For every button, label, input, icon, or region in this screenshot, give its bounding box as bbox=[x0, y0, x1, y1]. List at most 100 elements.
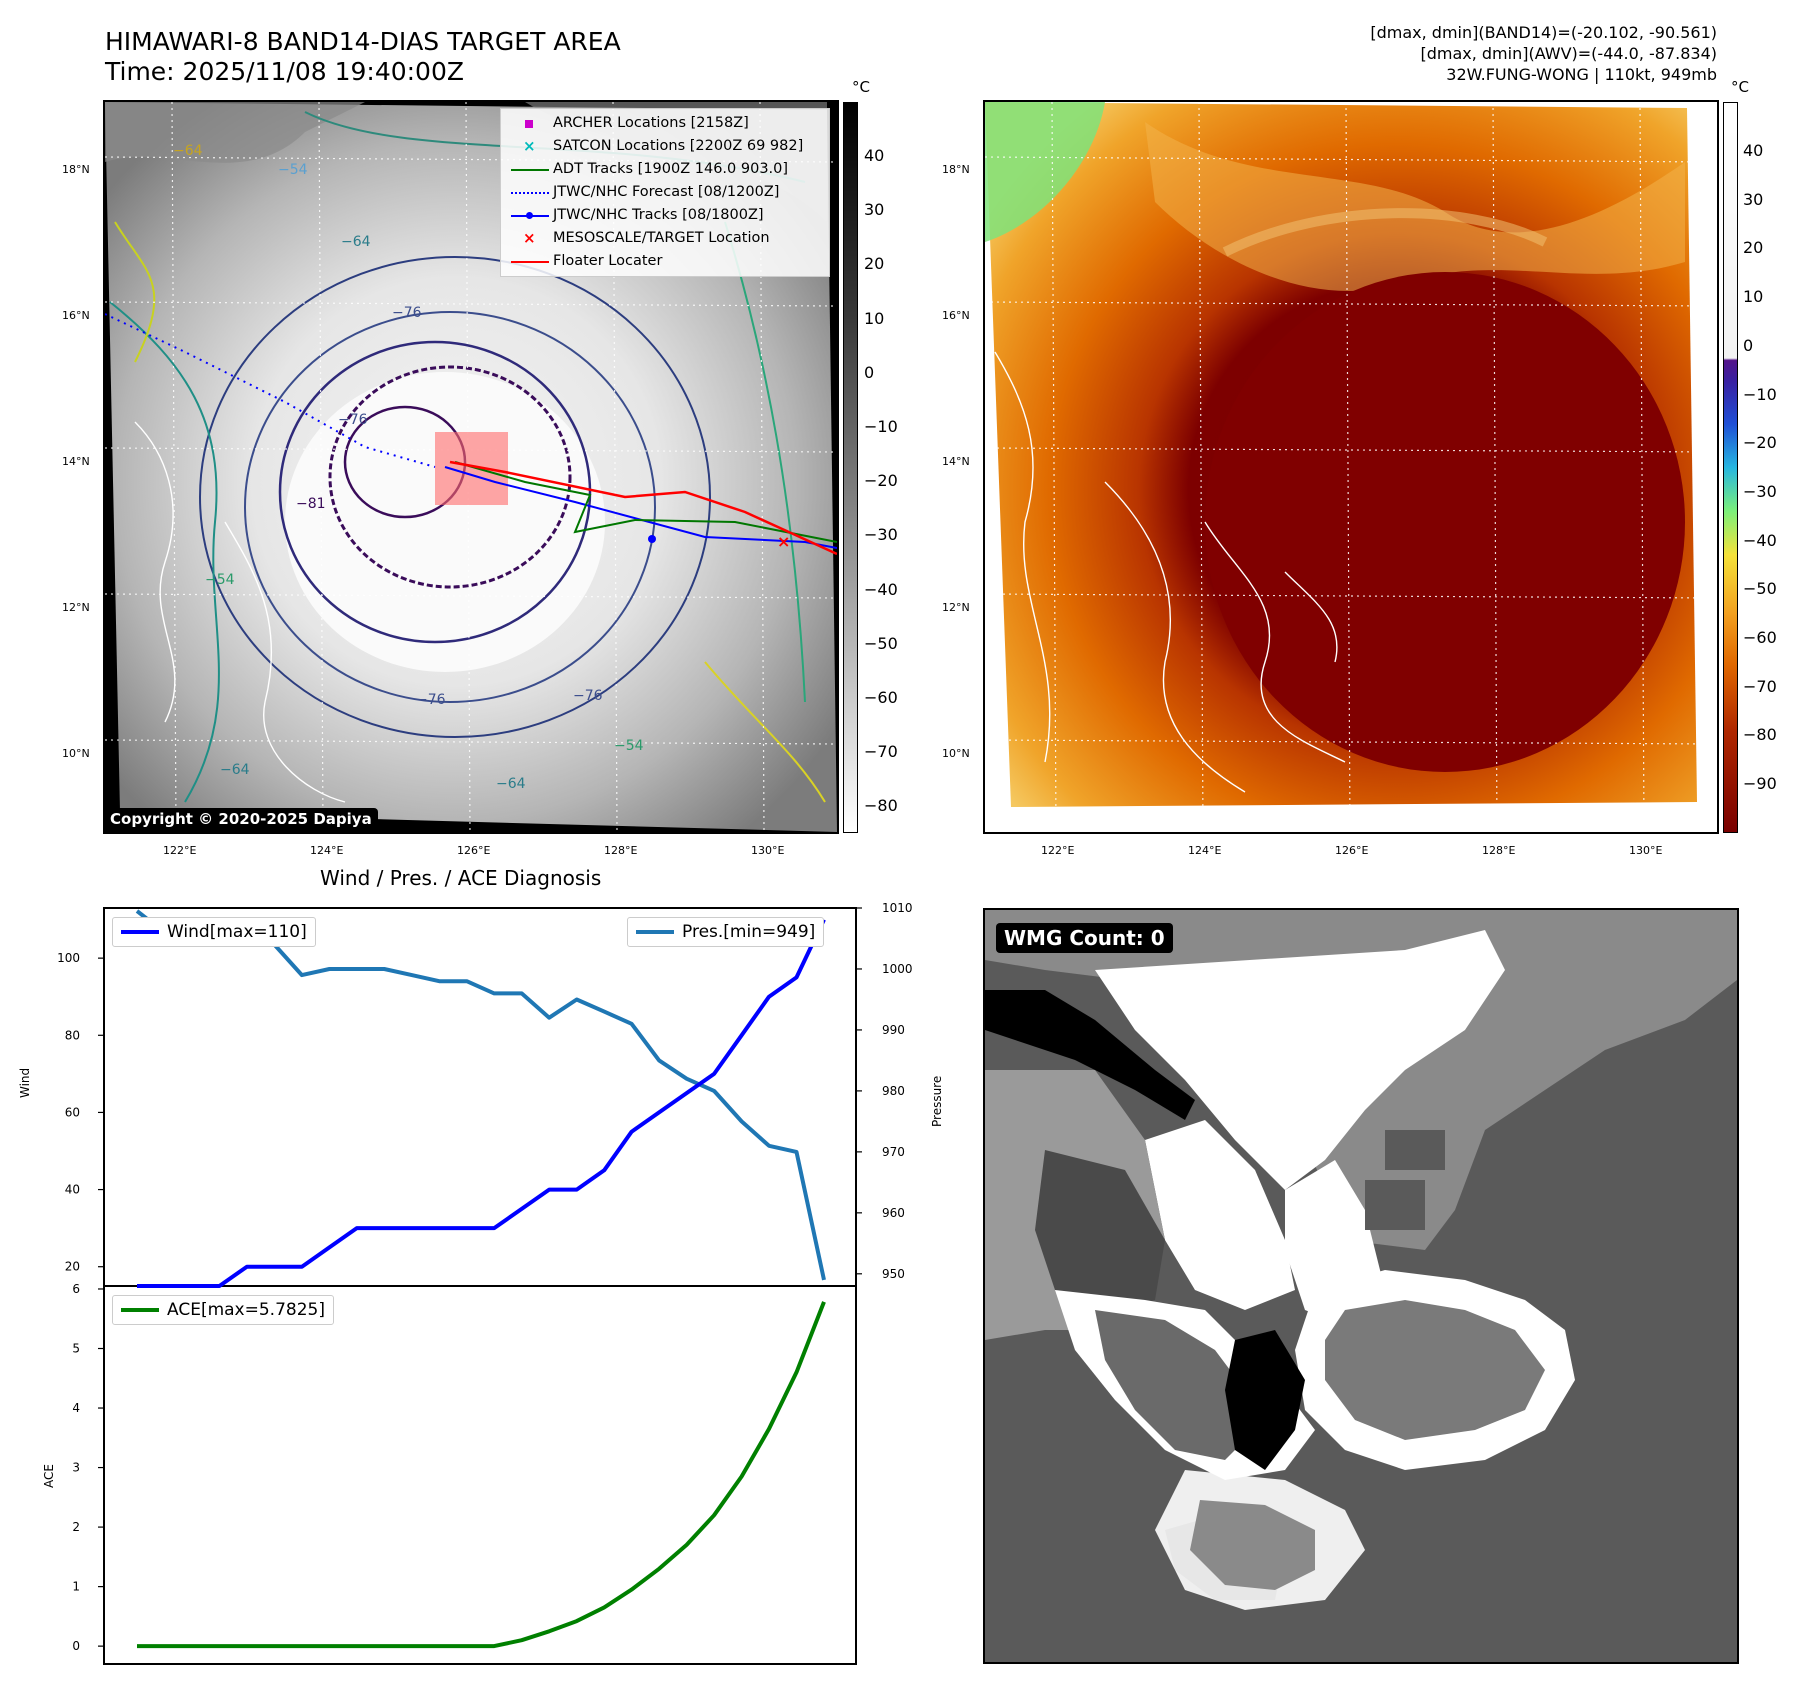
legend-label: Floater Locater bbox=[553, 253, 663, 269]
legend-label: ADT Tracks [1900Z 146.0 903.0] bbox=[553, 161, 789, 177]
legend-entry: ADT Tracks [1900Z 146.0 903.0] bbox=[509, 158, 821, 181]
pressure-axis-label: Pressure bbox=[930, 1075, 944, 1127]
awv-colorbar-tick: 20 bbox=[1743, 238, 1764, 258]
contour-label: −76 bbox=[416, 692, 446, 708]
ace-tick-label: 4 bbox=[72, 1401, 80, 1415]
ir-colorbar-tick: −80 bbox=[864, 796, 898, 816]
ir-colorbar-tick: −60 bbox=[864, 688, 898, 707]
copyright-badge: Copyright © 2020-2025 Dapiya bbox=[104, 808, 378, 830]
ir-colorbar-unit: °C bbox=[852, 78, 870, 96]
contour-label: −64 bbox=[496, 776, 526, 792]
wind-line-icon bbox=[121, 930, 159, 934]
contour-label: −64 bbox=[341, 234, 371, 250]
ace-series-line bbox=[137, 1301, 826, 1649]
legend-entry: JTWC/NHC Forecast [08/1200Z] bbox=[509, 181, 821, 204]
legend-label: JTWC/NHC Forecast [08/1200Z] bbox=[553, 184, 780, 200]
wind-tick-label: 100 bbox=[57, 951, 80, 965]
ace-tick-label: 2 bbox=[72, 1520, 80, 1534]
contour-label: −54 bbox=[278, 162, 308, 178]
legend-entry: × SATCON Locations [2200Z 69 982] bbox=[509, 135, 821, 158]
ir-colorbar-tick: 30 bbox=[864, 200, 885, 220]
ace-legend: ACE[max=5.7825] bbox=[112, 1295, 334, 1325]
ace-tick-label: 1 bbox=[72, 1580, 80, 1594]
storm-id: 32W.FUNG-WONG | 110kt, 949mb bbox=[1446, 65, 1717, 84]
legend-entry: ARCHER Locations [2158Z] bbox=[509, 112, 821, 135]
wmg-count-badge: WMG Count: 0 bbox=[996, 923, 1173, 953]
figure-time: Time: 2025/11/08 19:40:00Z bbox=[105, 57, 464, 86]
line-marker-icon bbox=[511, 168, 549, 171]
awv-colorbar-tick: 40 bbox=[1743, 141, 1764, 160]
wmg-panel bbox=[983, 908, 1739, 1664]
ir-colorbar bbox=[843, 102, 858, 833]
contour-label: −54 bbox=[614, 738, 644, 754]
ir-colorbar-tick: −20 bbox=[864, 471, 898, 491]
ir-colorbar-tick: 10 bbox=[864, 308, 885, 328]
pressure-legend-label: Pres.[min=949] bbox=[682, 922, 816, 942]
ace-axis-label: ACE bbox=[42, 1464, 56, 1488]
band14-stats: [dmax, dmin](BAND14)=(-20.102, -90.561) bbox=[1370, 23, 1717, 42]
x-marker-icon: × bbox=[523, 136, 536, 155]
figure-title: HIMAWARI-8 BAND14-DIAS TARGET AREA bbox=[105, 27, 621, 56]
lat-label: 16°N bbox=[62, 309, 90, 322]
lon-label: 130°E bbox=[1629, 844, 1663, 857]
awv-map-panel bbox=[983, 100, 1719, 834]
ir-colorbar-tick: −30 bbox=[864, 525, 898, 545]
legend-label: SATCON Locations [2200Z 69 982] bbox=[553, 138, 804, 154]
ir-colorbar-tick: −10 bbox=[864, 417, 898, 436]
legend-label: MESOSCALE/TARGET Location bbox=[553, 230, 770, 246]
ir-colorbar-tick: 0 bbox=[864, 362, 875, 382]
ir-colorbar-tick: 40 bbox=[864, 146, 885, 165]
ace-axes bbox=[103, 1285, 857, 1665]
wind-legend-label: Wind[max=110] bbox=[167, 922, 307, 942]
ir-colorbar-tick: −40 bbox=[864, 579, 898, 599]
pressure-tick-label: 1000 bbox=[882, 962, 913, 976]
square-marker-icon bbox=[525, 119, 533, 128]
lat-label: 14°N bbox=[942, 455, 970, 468]
contour-label: −64 bbox=[173, 143, 203, 159]
contour-label: −54 bbox=[205, 572, 235, 588]
awv-colorbar-tick: −10 bbox=[1743, 384, 1777, 404]
contour-label: −76 bbox=[392, 305, 422, 321]
ir-colorbar-tick: −50 bbox=[864, 633, 898, 653]
ir-colorbar-tick: 20 bbox=[864, 254, 885, 274]
lat-label: 18°N bbox=[62, 163, 90, 176]
awv-colorbar-tick: −40 bbox=[1743, 530, 1777, 550]
awv-colorbar-tick: −60 bbox=[1743, 628, 1777, 647]
awv-map-image bbox=[985, 102, 1717, 832]
awv-colorbar-tick: −30 bbox=[1743, 481, 1777, 501]
lon-label: 128°E bbox=[1482, 844, 1516, 857]
lon-label: 130°E bbox=[751, 844, 785, 857]
wind-legend: Wind[max=110] bbox=[112, 917, 316, 947]
awv-stats: [dmax, dmin](AWV)=(-44.0, -87.834) bbox=[1420, 44, 1717, 63]
lon-label: 124°E bbox=[310, 844, 344, 857]
awv-colorbar-tick: −80 bbox=[1743, 725, 1777, 745]
pressure-tick-label: 990 bbox=[882, 1023, 905, 1037]
ace-tick-label: 3 bbox=[72, 1461, 80, 1475]
ir-colorbar-tick: −70 bbox=[864, 742, 898, 762]
diagnosis-title: Wind / Pres. / ACE Diagnosis bbox=[320, 866, 602, 890]
legend-entry: JTWC/NHC Tracks [08/1800Z] bbox=[509, 204, 821, 227]
dotted-line-icon bbox=[511, 191, 549, 194]
pressure-legend: Pres.[min=949] bbox=[627, 917, 825, 947]
legend-label: ARCHER Locations [2158Z] bbox=[553, 115, 749, 131]
legend-entry: Floater Locater bbox=[509, 250, 821, 273]
wind-tick-label: 80 bbox=[65, 1028, 80, 1042]
line-marker-icon bbox=[511, 260, 549, 263]
ace-tick-label: 6 bbox=[72, 1282, 80, 1296]
lat-label: 14°N bbox=[62, 455, 90, 468]
awv-colorbar-tick: 0 bbox=[1743, 335, 1754, 355]
lon-label: 122°E bbox=[163, 844, 197, 857]
wind-series-line bbox=[137, 918, 826, 1288]
pressure-tick-label: 950 bbox=[882, 1267, 905, 1281]
ace-tick-label: 0 bbox=[72, 1639, 80, 1653]
wind-tick-label: 60 bbox=[65, 1105, 80, 1119]
svg-text:×: × bbox=[777, 532, 790, 551]
lat-label: 18°N bbox=[942, 163, 970, 176]
contour-label: −64 bbox=[220, 762, 250, 778]
ace-tick-label: 5 bbox=[72, 1342, 80, 1356]
wind-axis-label: Wind bbox=[18, 1067, 32, 1098]
lon-label: 122°E bbox=[1041, 844, 1075, 857]
ace-line-icon bbox=[121, 1308, 159, 1312]
legend-entry: × MESOSCALE/TARGET Location bbox=[509, 227, 821, 250]
